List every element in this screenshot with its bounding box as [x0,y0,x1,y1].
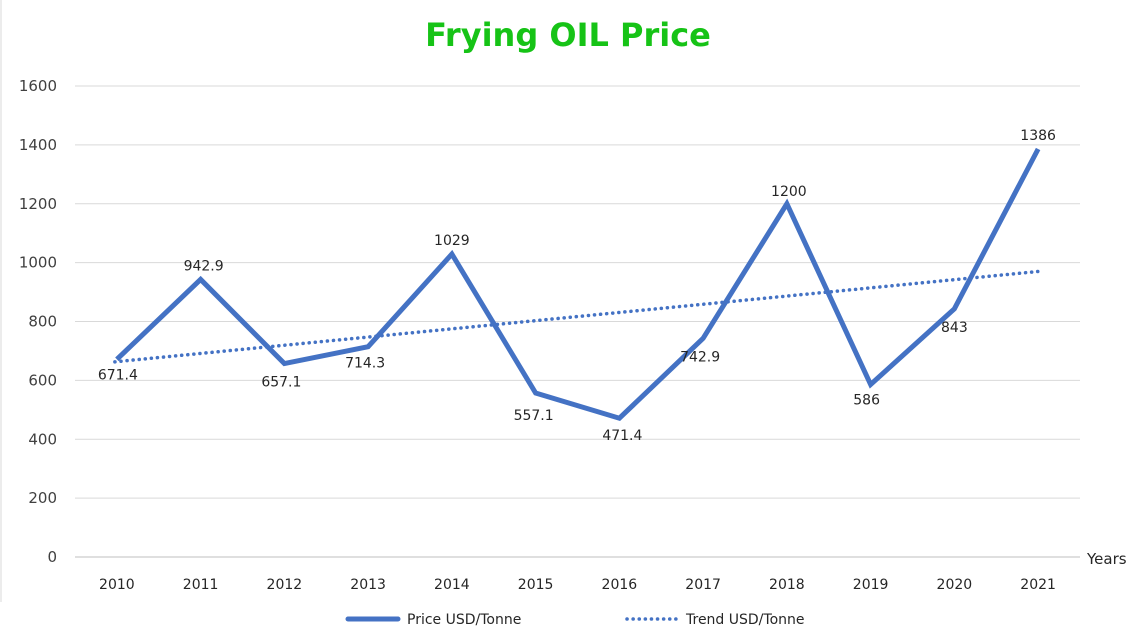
y-tick-label: 400 [28,430,57,448]
y-tick-label: 1000 [19,254,57,272]
data-label: 657.1 [261,375,301,391]
y-tick-label: 1600 [19,77,57,95]
legend: Price USD/Tonne Trend USD/Tonne [345,612,805,628]
data-label: 1386 [1020,128,1056,144]
x-tick-label: 2011 [183,577,219,593]
x-axis-title: Years [1086,550,1127,568]
data-label: 1029 [434,233,470,249]
data-label: 843 [941,320,968,336]
x-axis-ticks: 2010 2011 2012 2013 2014 2015 2016 2017 2018 2019… [99,577,1056,593]
y-tick-label: 600 [28,371,57,389]
data-label: 1200 [771,184,807,200]
data-labels: 671.4 942.9 657.1 714.3 1029 557.1 471.4 742.9 1… [98,128,1056,444]
trend-line [113,269,1040,364]
x-tick-label: 2017 [685,577,721,593]
y-tick-label: 1400 [19,136,57,154]
legend-trend-label: Trend USD/Tonne [685,612,805,628]
x-tick-label: 2010 [99,577,135,593]
x-tick-label: 2015 [518,577,554,593]
x-tick-label: 2020 [937,577,973,593]
y-tick-label: 800 [28,313,57,331]
x-tick-label: 2019 [853,577,889,593]
price-line [115,147,1041,422]
y-axis-ticks: 0 200 400 600 800 1000 1200 1400 1600 [19,77,57,566]
y-tick-label: 200 [28,489,57,507]
x-tick-label: 2021 [1020,577,1056,593]
legend-price-label: Price USD/Tonne [407,612,521,628]
x-tick-label: 2016 [602,577,638,593]
chart-title: Frying OIL Price [425,16,711,54]
data-label: 586 [853,392,880,408]
data-label: 714.3 [345,356,385,372]
x-tick-label: 2013 [350,577,386,593]
data-label: 671.4 [98,367,138,383]
data-label: 557.1 [514,408,554,424]
data-label: 471.4 [602,428,642,444]
series-lines [113,147,1041,422]
y-tick-label: 0 [47,548,57,566]
x-tick-label: 2018 [769,577,805,593]
y-tick-label: 1200 [19,195,57,213]
data-label: 942.9 [184,258,224,274]
x-tick-label: 2012 [267,577,303,593]
data-label: 742.9 [680,349,720,365]
x-tick-label: 2014 [434,577,470,593]
